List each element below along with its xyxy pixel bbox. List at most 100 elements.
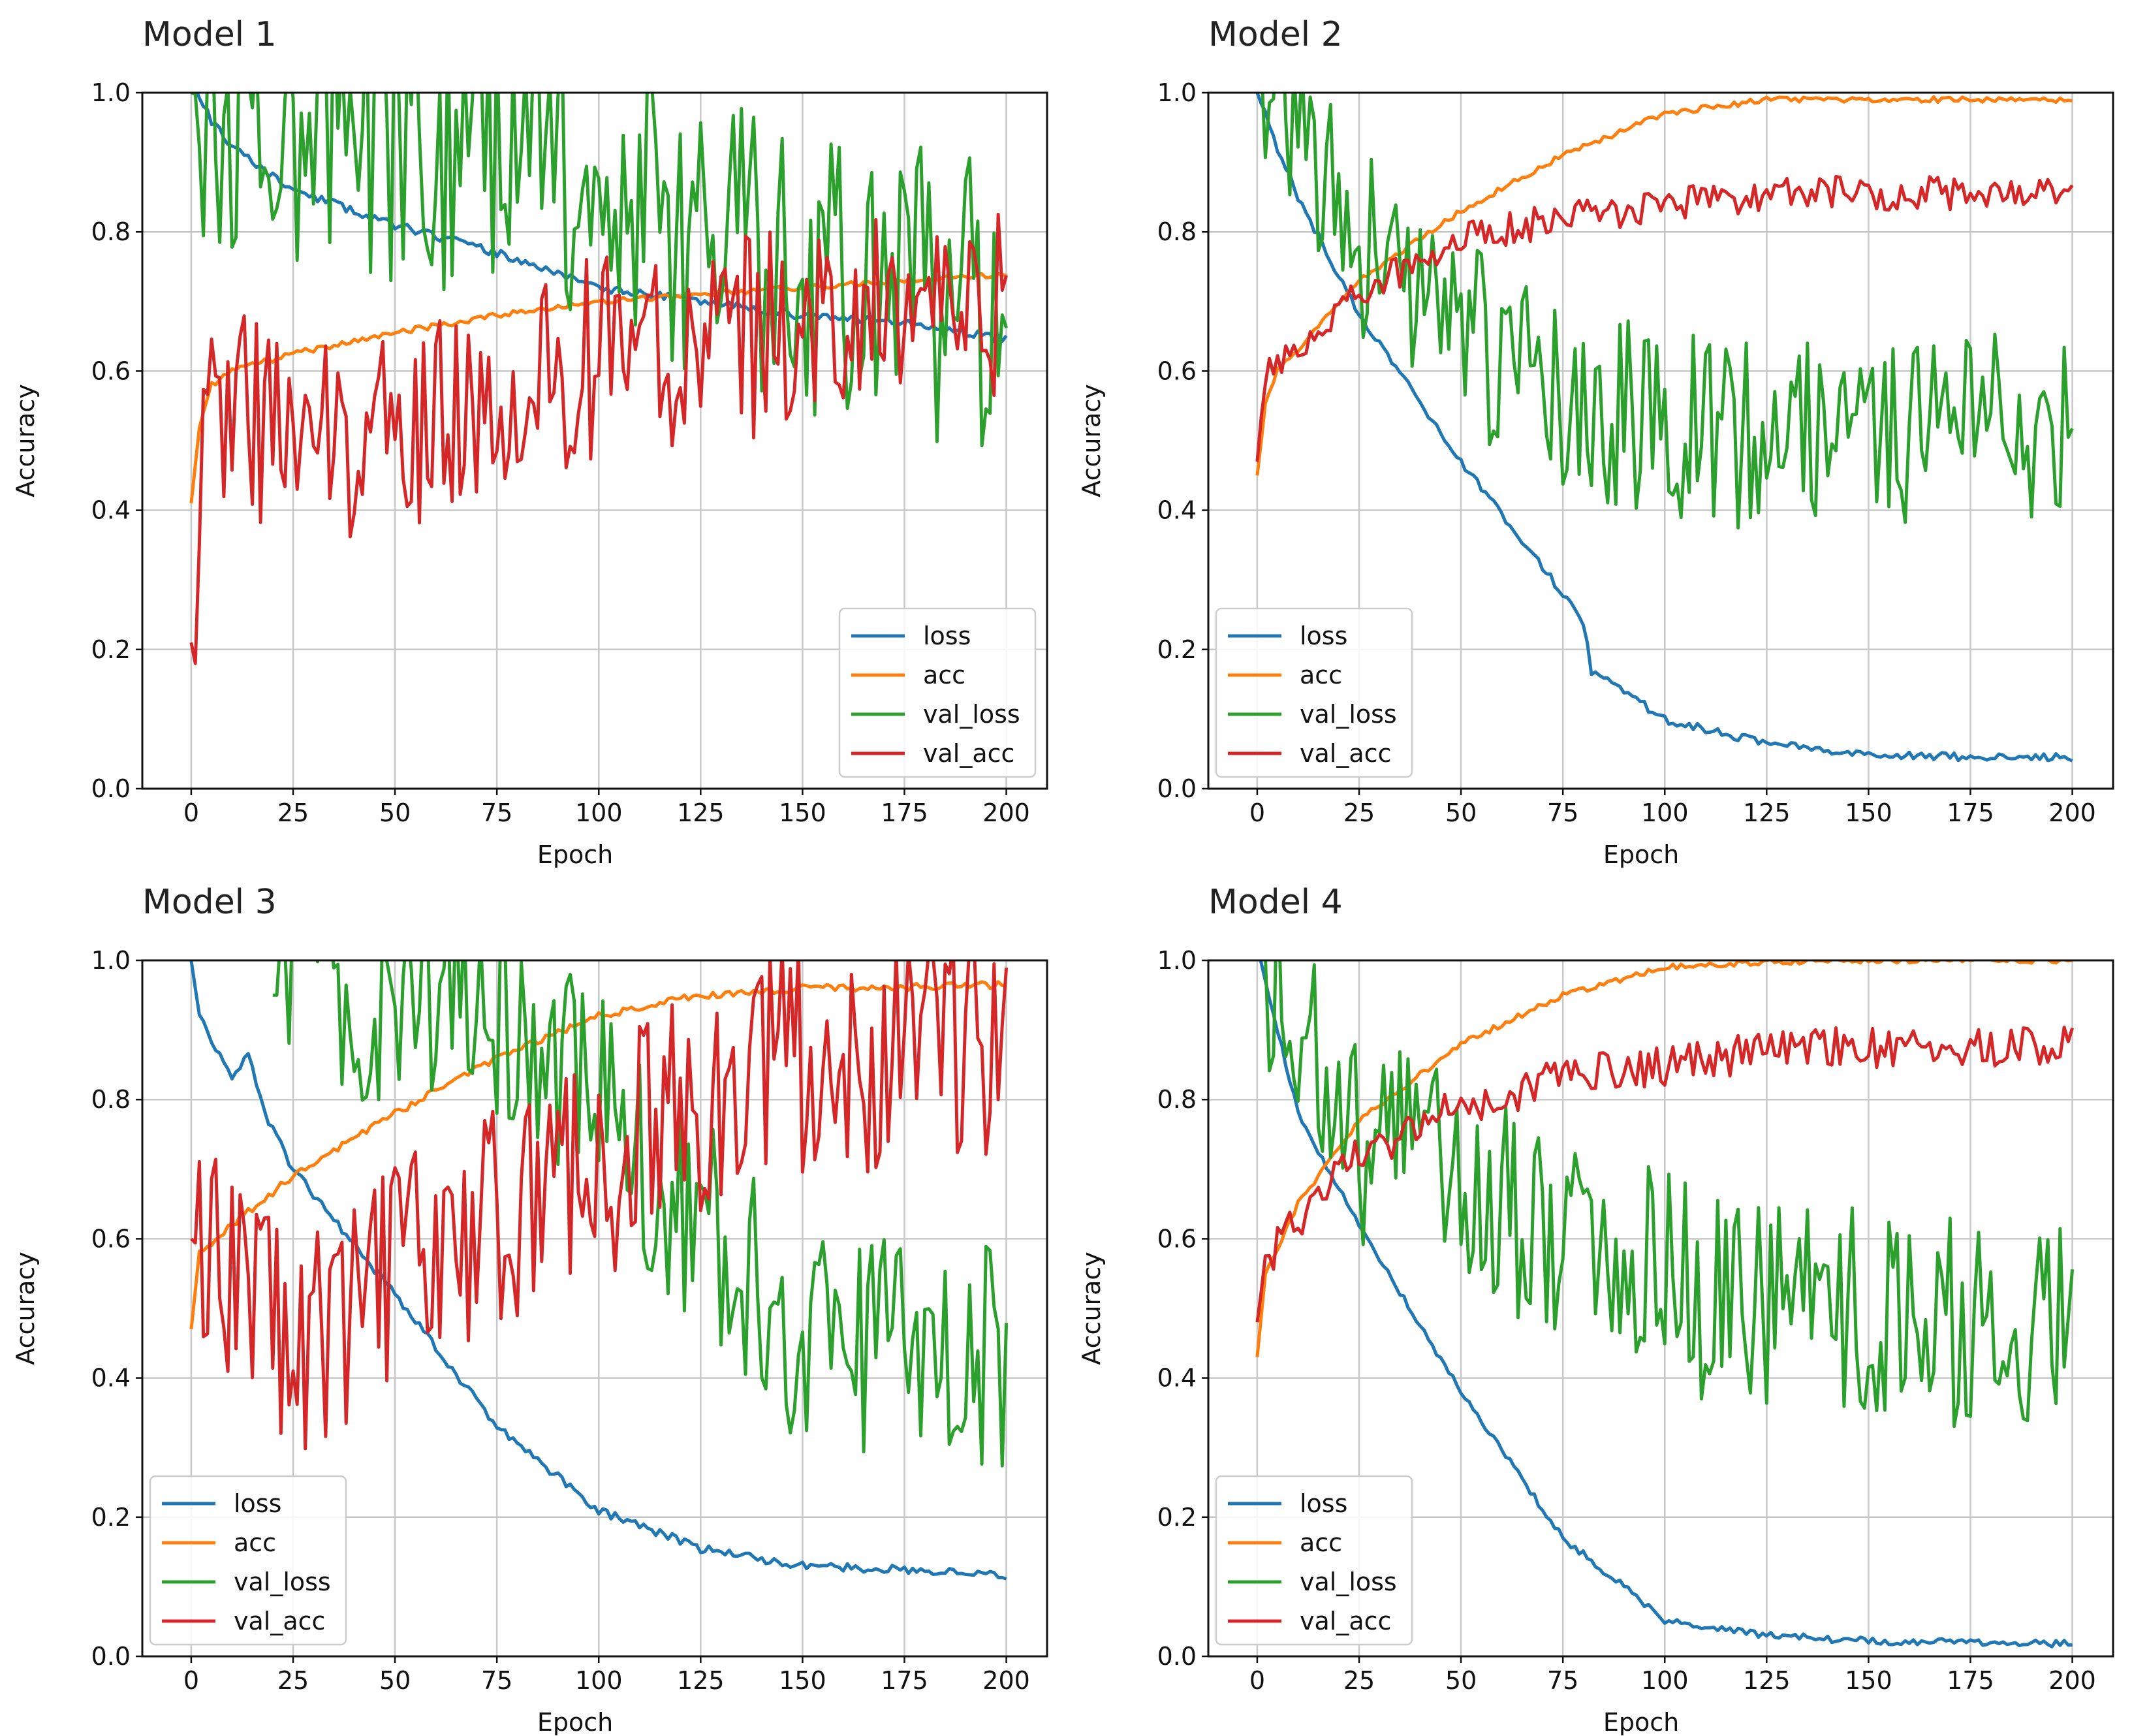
x-tick-label: 150 — [779, 1666, 826, 1695]
y-tick-label: 0.8 — [1157, 217, 1197, 246]
legend-label: acc — [1300, 661, 1342, 689]
x-tick-label: 125 — [677, 798, 725, 827]
chart-title: Model 4 — [1208, 883, 1343, 922]
axes-frame — [1207, 959, 2114, 1658]
y-tick-label: 0.0 — [91, 1642, 131, 1671]
panel-model-3: Model 3 0 25 50 75 100 125 150 175 200 0.0 0.2 0.4 0.… — [0, 868, 1066, 1735]
x-tick-label: 100 — [1641, 1666, 1689, 1695]
y-tick-label: 0.4 — [1157, 1364, 1197, 1393]
y-tick-label: 0.8 — [91, 217, 131, 246]
series-group — [189, 93, 1009, 665]
y-tick-label: 0.6 — [1157, 1224, 1197, 1253]
chart-title: Model 2 — [1208, 15, 1343, 54]
legend-label: val_acc — [1300, 1607, 1391, 1635]
series-line-loss — [1255, 93, 2073, 763]
x-tick-label: 25 — [1343, 1666, 1375, 1695]
y-axis-label: Accuracy — [1077, 384, 1106, 497]
chart-title: Model 3 — [142, 883, 277, 922]
y-tick-label: 0.6 — [1157, 356, 1197, 385]
axes-frame — [141, 959, 1048, 1658]
y-axis-label: Accuracy — [1077, 1252, 1106, 1365]
y-tick-label: 1.0 — [91, 946, 131, 975]
y-tick-label: 0.2 — [1157, 635, 1197, 664]
y-tick-label: 0.8 — [91, 1085, 131, 1114]
panel-model-1: Model 1 0 25 50 75 100 125 150 175 200 0.0 0.2 0.4 0.… — [0, 0, 1066, 868]
legend: loss acc val_loss val_acc — [1215, 607, 1413, 778]
x-tick-label: 100 — [575, 1666, 623, 1695]
x-axis-label: Epoch — [537, 840, 613, 868]
x-axis-label: Epoch — [1603, 840, 1679, 868]
y-tick-label: 0.0 — [1157, 774, 1197, 803]
y-tick-label: 0.2 — [1157, 1503, 1197, 1532]
legend-box — [838, 607, 1037, 778]
x-tick-label: 150 — [779, 798, 826, 827]
chart-model-3: Model 3 0 25 50 75 100 125 150 175 200 0.0 0.2 0.4 0.… — [11, 883, 1048, 1735]
chart-title: Model 1 — [142, 15, 277, 54]
x-tick-label: 100 — [1641, 798, 1689, 827]
y-tick-label: 0.6 — [91, 1224, 131, 1253]
y-tick-label: 0.4 — [91, 496, 131, 525]
x-tick-label: 25 — [277, 1666, 309, 1695]
legend-label: val_loss — [234, 1568, 331, 1596]
x-tick-label: 50 — [379, 798, 411, 827]
x-tick-label: 25 — [1343, 798, 1375, 827]
legend-box — [1215, 607, 1413, 778]
x-tick-label: 75 — [481, 1666, 512, 1695]
legend-label: loss — [1300, 1489, 1347, 1518]
legend-label: acc — [923, 661, 965, 689]
x-axis-label: Epoch — [1603, 1708, 1679, 1735]
legend-label: acc — [234, 1528, 276, 1557]
series-line-val-loss — [1264, 960, 2075, 1428]
x-tick-label: 200 — [2048, 1666, 2096, 1695]
x-tick-label: 25 — [277, 798, 309, 827]
x-tick-label: 100 — [575, 798, 623, 827]
legend-label: loss — [1300, 622, 1347, 650]
series-line-val-acc — [1255, 175, 2074, 462]
series-line-val-acc — [1255, 1025, 2074, 1323]
y-axis-label: Accuracy — [11, 384, 40, 497]
series-line-val-loss — [1261, 93, 2074, 529]
x-tick-label: 0 — [1249, 798, 1265, 827]
legend-box — [149, 1475, 347, 1646]
x-tick-label: 50 — [1445, 798, 1477, 827]
x-tick-label: 125 — [1743, 1666, 1791, 1695]
legend-label: val_loss — [1300, 700, 1397, 729]
y-tick-label: 1.0 — [91, 78, 131, 107]
legend-label: val_acc — [234, 1607, 325, 1635]
series-line-val-acc — [190, 960, 1009, 1451]
x-tick-label: 75 — [1547, 1666, 1578, 1695]
legend: loss acc val_loss val_acc — [1215, 1475, 1413, 1646]
series-line-val-loss — [191, 93, 1008, 448]
x-tick-label: 175 — [1947, 798, 1994, 827]
legend-label: acc — [1300, 1528, 1342, 1557]
y-tick-label: 0.0 — [1157, 1642, 1197, 1671]
legend-label: val_loss — [923, 700, 1020, 729]
legend-label: val_acc — [1300, 739, 1391, 768]
x-tick-label: 125 — [1743, 798, 1791, 827]
x-tick-label: 75 — [1547, 798, 1578, 827]
x-tick-label: 0 — [183, 1666, 199, 1695]
legend-label: loss — [234, 1489, 281, 1518]
legend: loss acc val_loss val_acc — [149, 1475, 347, 1646]
series-line-acc — [1255, 95, 2073, 476]
y-tick-label: 1.0 — [1157, 78, 1197, 107]
series-line-val-acc — [189, 212, 1009, 665]
legend-label: val_acc — [923, 739, 1014, 768]
chart-model-1: Model 1 0 25 50 75 100 125 150 175 200 0.0 0.2 0.4 0.… — [11, 15, 1048, 868]
x-tick-label: 200 — [2048, 798, 2096, 827]
x-tick-label: 200 — [982, 798, 1030, 827]
series-line-loss — [1259, 960, 2073, 1649]
legend-label: val_loss — [1300, 1568, 1397, 1596]
x-tick-label: 0 — [183, 798, 199, 827]
x-axis-label: Epoch — [537, 1708, 613, 1735]
x-tick-label: 75 — [481, 798, 512, 827]
axes-frame — [1207, 91, 2114, 790]
panel-model-4: Model 4 0 25 50 75 100 125 150 175 200 0.0 0.2 0.4 0.… — [1066, 868, 2132, 1735]
y-tick-label: 1.0 — [1157, 946, 1197, 975]
x-tick-label: 150 — [1845, 798, 1892, 827]
y-tick-label: 0.8 — [1157, 1085, 1197, 1114]
x-tick-label: 175 — [1947, 1666, 1994, 1695]
legend-label: loss — [923, 622, 971, 650]
x-tick-label: 50 — [1445, 1666, 1477, 1695]
chart-model-2: Model 2 0 25 50 75 100 125 150 175 200 0.0 0.2 0.4 0.… — [1077, 15, 2114, 868]
